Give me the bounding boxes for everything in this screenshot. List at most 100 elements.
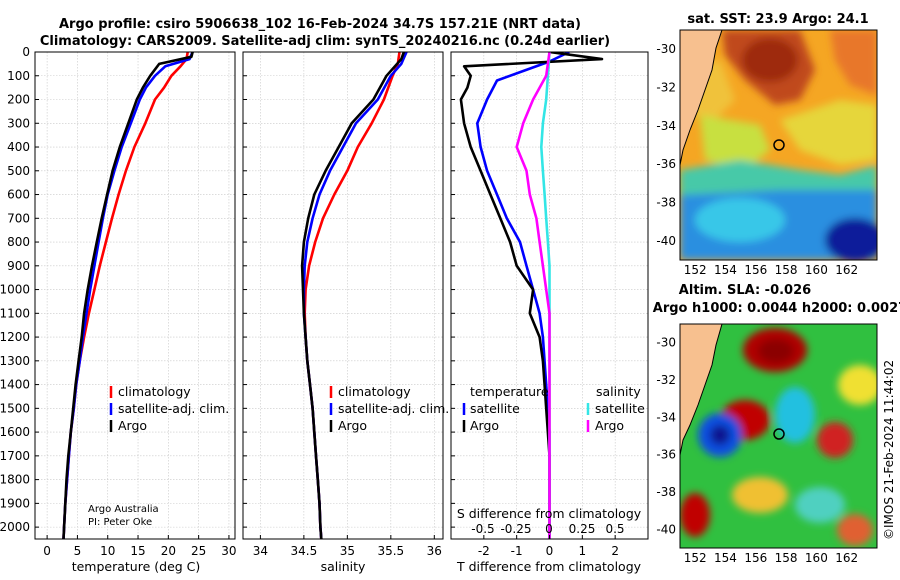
difference-xtick-label: -1: [511, 544, 523, 558]
sst-map-title: sat. SST: 23.9 Argo: 24.1: [687, 12, 868, 27]
legend-label-t-satellite: satellite: [470, 401, 520, 416]
sla-argo-marker: [773, 428, 785, 440]
sla-land: [680, 324, 722, 455]
depth-tick-labels: 0 100 200 300 400 500 600 700 800 900 1000 1100 1200…: [0, 45, 30, 534]
difference-axes-frame: [450, 51, 649, 540]
top-tick-label: -0.25: [500, 522, 531, 536]
sla-xtick-label: 160: [805, 551, 828, 565]
depth-tick-label: 800: [7, 235, 30, 249]
legend-label-argo: Argo: [338, 418, 367, 433]
sst-xtick-label: 156: [744, 263, 767, 277]
temperature-legend: climatology satellite-adj. clim. Argo: [109, 384, 229, 433]
difference-series-salinity-satellite: [539, 52, 551, 539]
salinity-series-argo: [300, 52, 406, 539]
sla-yellow-east: [838, 365, 877, 405]
sst-hot-spot: [742, 38, 798, 82]
difference-xtick-label: -2: [478, 544, 490, 558]
sla-map-frame: [679, 323, 878, 549]
salinity-legend: climatology satellite-adj. clim. Argo: [329, 384, 449, 433]
salinity-xtick-label: 35: [340, 544, 355, 558]
series-layer: [62, 52, 604, 539]
sla-low-west-core: [710, 425, 730, 445]
axes-layer: [34, 51, 649, 540]
depth-tick-label: 300: [7, 116, 30, 130]
depth-tick-label: 1900: [0, 496, 30, 510]
legend-group-title-salinity: salinity: [596, 384, 641, 399]
imos-watermark: ©IMOS 21-Feb-2024 11:44:02: [882, 360, 896, 540]
sst-xtick-label: 162: [835, 263, 858, 277]
sst-blobs: [680, 30, 877, 260]
salinity-xtick-label: 34: [253, 544, 268, 558]
sla-high-southeast: [837, 514, 873, 546]
difference-series-group: [459, 52, 604, 539]
sst-map-frame: [679, 29, 878, 261]
temperature-series-group: [62, 52, 194, 539]
difference-xtick-label: 2: [611, 544, 619, 558]
sst-xtick-label: 154: [714, 263, 737, 277]
sla-high-north-core: [758, 339, 794, 363]
sst-ytick-label: -40: [656, 234, 676, 248]
credit-line1: Argo Australia: [88, 504, 159, 515]
legend-label-satellite: satellite-adj. clim.: [338, 401, 449, 416]
legend-label-climatology: climatology: [338, 384, 411, 399]
sla-cool-south: [795, 487, 845, 523]
difference-top-xlabel: S difference from climatology: [457, 506, 642, 521]
sst-coastline: [680, 30, 723, 166]
sst-mild-patch: [780, 100, 877, 165]
depth-tick-label: 200: [7, 93, 30, 107]
depth-tick-label: 2000: [0, 520, 30, 534]
figure-title-line2: Climatology: CARS2009. Satellite-adj cli…: [40, 34, 610, 49]
sla-xtick-label: 154: [714, 551, 737, 565]
difference-xlabel: T difference from climatology: [456, 559, 642, 574]
sla-ytick-label: -32: [656, 373, 676, 387]
depth-tick-label: 400: [7, 140, 30, 154]
legend-label-satellite: satellite-adj. clim.: [118, 401, 229, 416]
top-tick-label: 0: [545, 522, 553, 536]
sla-map-field: [680, 324, 877, 548]
sst-ytick-label: -38: [656, 196, 676, 210]
depth-tick-label: 600: [7, 188, 30, 202]
depth-tick-label: 100: [7, 69, 30, 83]
sla-high-southwest: [680, 493, 710, 537]
salinity-series-group: [300, 52, 408, 539]
sst-yellow-green: [700, 115, 770, 170]
temperature-xtick-label: 5: [74, 544, 82, 558]
depth-tick-label: 0: [22, 45, 30, 59]
sst-ytick-label: -36: [656, 157, 676, 171]
salinity-xlabel: salinity: [321, 559, 366, 574]
difference-xtick-label: 0: [546, 544, 554, 558]
salinity-xtick-label: 34.5: [291, 544, 318, 558]
depth-tick-label: 1400: [0, 378, 30, 392]
depth-tick-label: 1100: [0, 306, 30, 320]
salinity-xtick-label: 35.5: [377, 544, 404, 558]
top-tick-label: 0.5: [605, 522, 624, 536]
temperature-xtick-label: 20: [161, 544, 176, 558]
temperature-xtick-label: 30: [221, 544, 236, 558]
sst-xtick-label: 160: [805, 263, 828, 277]
sla-low-center: [775, 387, 815, 443]
temperature-axes-frame: [34, 51, 236, 540]
depth-tick-label: 500: [7, 164, 30, 178]
sst-map-field: [680, 30, 877, 260]
sla-blobs: [680, 328, 877, 546]
salinity-axes-frame: [242, 51, 444, 540]
sla-high-east: [817, 422, 853, 458]
sla-warm-south: [732, 477, 788, 513]
sla-xtick-label: 162: [835, 551, 858, 565]
depth-tick-label: 700: [7, 211, 30, 225]
sst-xtick-label: 152: [684, 263, 707, 277]
temperature-series-climatology: [62, 52, 189, 539]
map-tick-labels: 152 154 156 158 160 162 -30 -32 -34 -36 -38 -40 152 1…: [656, 42, 858, 565]
top-tick-label: -0.5: [471, 522, 494, 536]
sla-ytick-label: -38: [656, 485, 676, 499]
depth-tick-label: 1700: [0, 449, 30, 463]
sst-ytick-label: -30: [656, 42, 676, 56]
sla-xtick-label: 152: [684, 551, 707, 565]
grid-layer: [35, 51, 648, 539]
depth-tick-label: 900: [7, 259, 30, 273]
salinity-xtick-label: 36: [427, 544, 442, 558]
depth-tick-label: 1600: [0, 425, 30, 439]
top-tick-label: 0.25: [569, 522, 596, 536]
sst-cyan-eddy: [695, 198, 785, 242]
legend-label-s-satellite: satellite: [595, 401, 645, 416]
